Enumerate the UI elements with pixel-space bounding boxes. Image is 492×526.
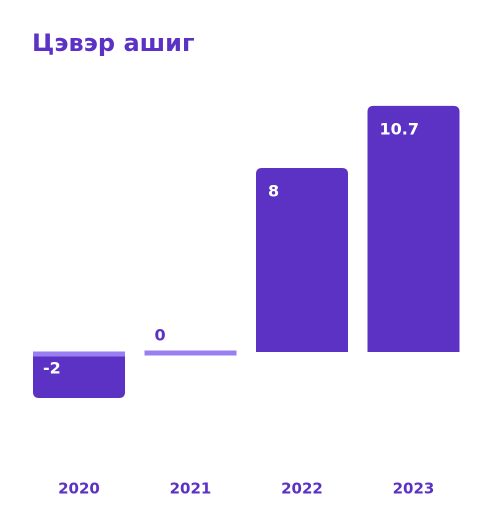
value-label: 0: [155, 326, 166, 345]
chart-title: Цэвэр ашиг: [32, 29, 194, 57]
x-tick-label: 2022: [281, 480, 323, 498]
x-tick-label: 2023: [393, 480, 435, 498]
value-label: 10.7: [380, 119, 419, 138]
x-tick-label: 2021: [170, 480, 212, 498]
bar: [256, 168, 348, 352]
bar: [367, 105, 460, 353]
value-label: 8: [268, 182, 279, 201]
bar: [33, 352, 125, 398]
value-label: -2: [43, 359, 61, 378]
x-tick-label: 2020: [58, 480, 100, 498]
